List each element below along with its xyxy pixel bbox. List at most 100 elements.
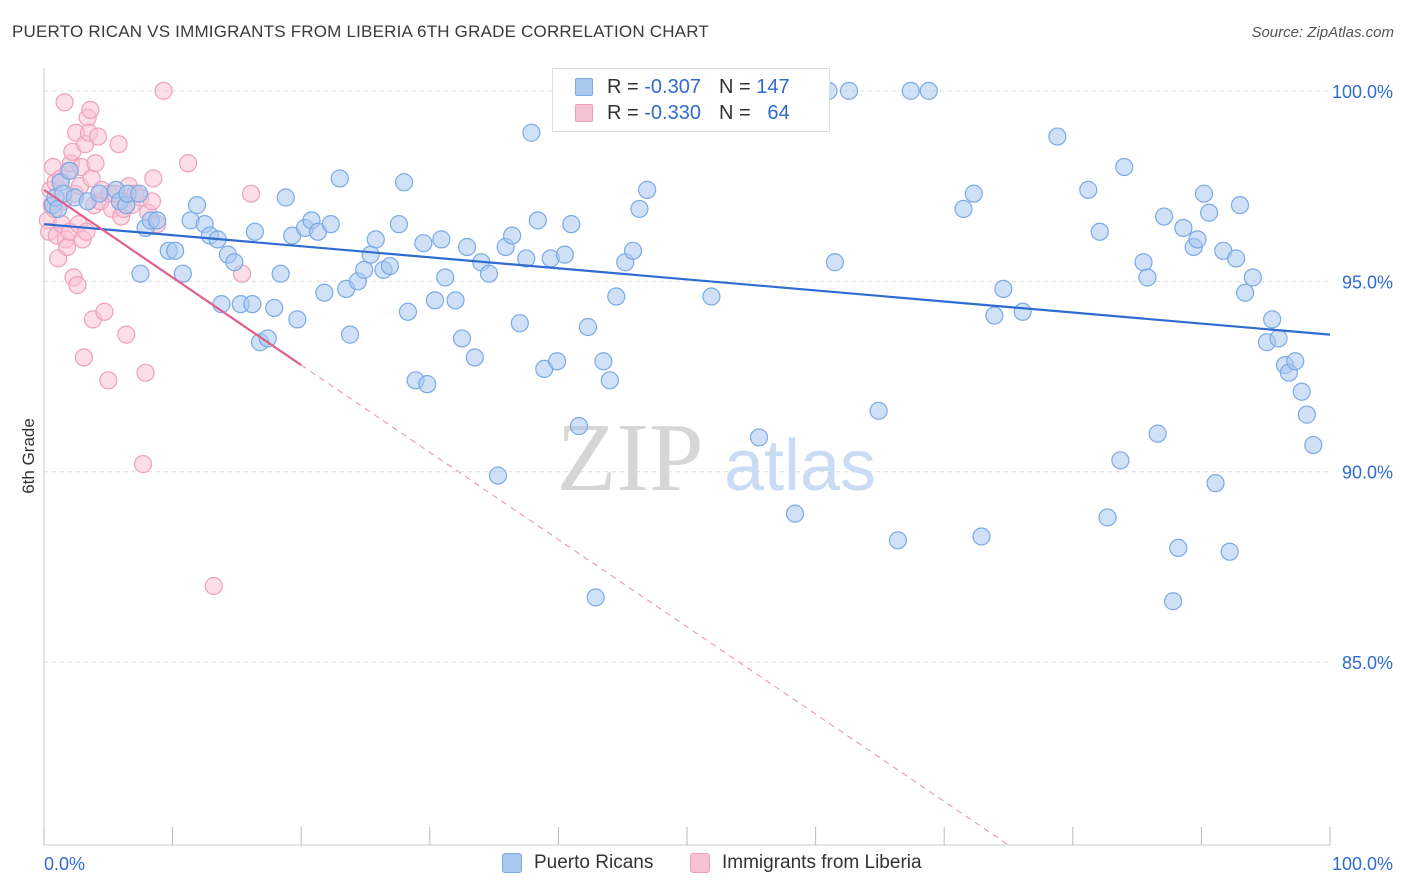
puerto-rican-point: [1292, 382, 1311, 401]
puerto-rican-point: [225, 253, 244, 272]
legend-swatch-pink: [690, 853, 710, 873]
liberia-point: [74, 348, 93, 367]
puerto-rican-point: [1263, 310, 1282, 329]
liberia-point: [77, 222, 96, 241]
liberia-point: [178, 154, 198, 173]
puerto-rican-point: [1243, 268, 1262, 287]
liberia-point: [88, 127, 108, 146]
legend-swatch-pink: [575, 104, 593, 122]
y-tick-label: 90.0%: [1342, 463, 1393, 483]
puerto-rican-point: [1206, 474, 1225, 493]
puerto-rican-point: [1220, 542, 1239, 561]
puerto-rican-point: [528, 211, 547, 230]
puerto-rican-point: [366, 230, 385, 249]
r-label: R =: [607, 75, 639, 98]
puerto-rican-point: [1188, 230, 1207, 249]
puerto-rican-point: [432, 230, 451, 249]
puerto-rican-point: [355, 260, 374, 279]
puerto-rican-point: [1200, 203, 1219, 222]
legend-item-puerto-ricans[interactable]: Puerto Ricans: [502, 852, 653, 874]
puerto-rican-point: [630, 199, 649, 219]
puerto-rican-point: [330, 169, 349, 188]
puerto-rican-point: [436, 268, 455, 287]
puerto-rican-point: [638, 180, 657, 199]
puerto-rican-point: [265, 298, 284, 318]
grid-layer: [44, 90, 1330, 663]
legend-item-liberia[interactable]: Immigrants from Liberia: [690, 852, 922, 874]
puerto-rican-point: [479, 264, 499, 283]
liberia-point: [99, 371, 118, 390]
n-value: 147: [756, 75, 790, 98]
puerto-rican-point: [1227, 249, 1246, 268]
puerto-rican-point: [510, 314, 529, 333]
puerto-rican-point: [271, 264, 290, 283]
puerto-rican-point: [578, 317, 598, 337]
liberia-point: [204, 576, 223, 596]
liberia-point: [95, 302, 114, 321]
puerto-rican-point: [130, 184, 149, 203]
liberia-point: [55, 93, 74, 112]
series-puerto-ricans-points: [43, 81, 1323, 611]
puerto-rican-point: [1134, 253, 1153, 272]
n-label: N =: [718, 101, 751, 124]
puerto-rican-point: [749, 428, 769, 447]
puerto-rican-point: [380, 256, 400, 276]
puerto-rican-point: [173, 264, 192, 283]
puerto-rican-point: [972, 527, 991, 546]
puerto-rican-point: [1079, 180, 1098, 199]
stats-legend-row-puerto-ricans: R = -0.307 N = 147: [575, 75, 790, 99]
puerto-rican-point: [243, 295, 262, 314]
chart-source: Source: ZipAtlas.com: [1251, 24, 1394, 41]
series-liberia-points: [38, 81, 261, 596]
liberia-point: [154, 81, 173, 100]
puerto-rican-point: [245, 222, 265, 241]
puerto-rican-point: [465, 348, 484, 367]
puerto-rican-point: [1090, 222, 1109, 241]
puerto-rican-point: [187, 196, 207, 215]
puerto-rican-point: [1304, 435, 1323, 455]
puerto-rican-point: [555, 245, 574, 264]
puerto-rican-point: [1013, 302, 1032, 321]
puerto-rican-point: [394, 173, 414, 192]
trend-line-liberia: [43, 188, 302, 366]
liberia-point: [109, 135, 128, 154]
puerto-rican-point: [457, 237, 477, 257]
puerto-rican-point: [954, 199, 973, 219]
tick-labels: 85.0% 90.0% 95.0% 100.0% 0.0% 100.0% 6th Grade: [19, 82, 1393, 874]
liberia-point: [144, 169, 163, 188]
liberia-point: [241, 184, 261, 203]
puerto-rican-point: [60, 161, 79, 180]
puerto-rican-point: [1269, 329, 1288, 348]
puerto-rican-point: [414, 234, 433, 253]
liberia-point: [136, 363, 155, 382]
liberia-point: [86, 154, 105, 173]
puerto-rican-point: [446, 291, 465, 310]
puerto-rican-point: [839, 81, 859, 100]
r-label: R =: [607, 101, 639, 124]
puerto-rican-point: [288, 310, 307, 329]
puerto-rican-point: [994, 279, 1013, 299]
puerto-rican-point: [600, 371, 619, 390]
r-value: -0.330: [644, 101, 701, 124]
puerto-rican-point: [517, 249, 536, 268]
puerto-rican-point: [321, 215, 340, 234]
x-tick-label-left: 0.0%: [44, 854, 85, 874]
puerto-rican-point: [562, 215, 581, 234]
trend-line-puerto-ricans: [43, 223, 1331, 336]
legend-label: Puerto Ricans: [534, 852, 654, 873]
puerto-rican-point: [1155, 207, 1174, 226]
puerto-rican-point: [869, 401, 888, 420]
y-tick-label: 85.0%: [1342, 653, 1393, 673]
puerto-rican-point: [1138, 268, 1157, 287]
puerto-rican-point: [702, 287, 721, 306]
puerto-rican-point: [503, 226, 522, 245]
liberia-point: [68, 276, 87, 295]
puerto-rican-point: [276, 188, 295, 207]
puerto-rican-point: [888, 531, 908, 550]
puerto-rican-point: [1164, 592, 1183, 611]
puerto-rican-point: [418, 375, 437, 394]
puerto-rican-point: [569, 416, 589, 436]
chart-title: PUERTO RICAN VS IMMIGRANTS FROM LIBERIA …: [12, 22, 709, 41]
puerto-rican-point: [623, 241, 643, 260]
puerto-rican-point: [1115, 157, 1134, 177]
